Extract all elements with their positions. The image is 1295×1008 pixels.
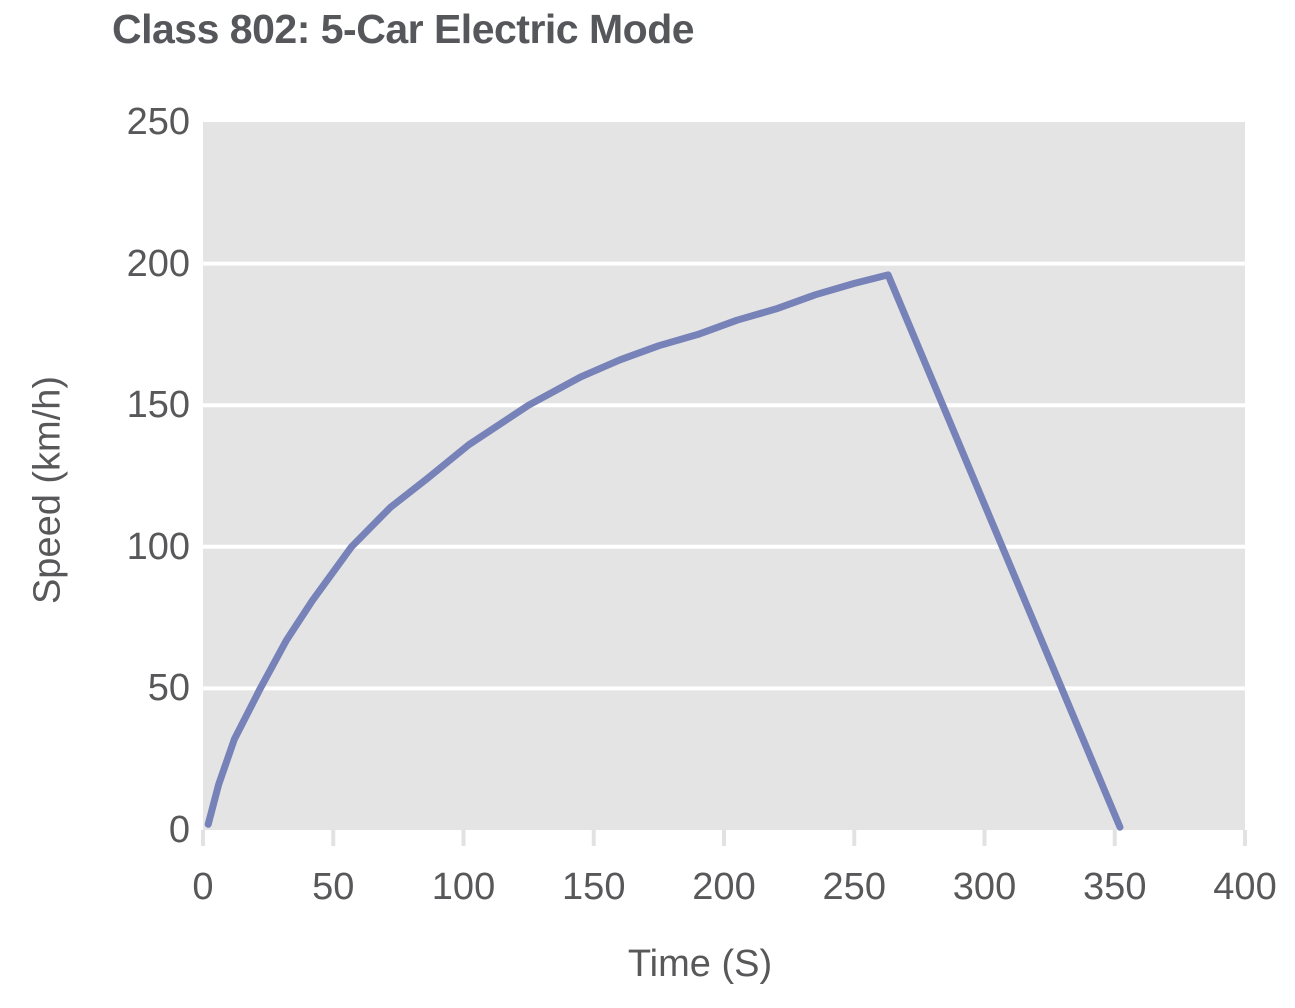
x-tick-label: 200: [692, 866, 756, 908]
y-tick-label: 150: [126, 384, 190, 427]
chart-title: Class 802: 5-Car Electric Mode: [112, 6, 695, 52]
x-tick-label: 300: [952, 866, 1017, 908]
y-tick-label: 100: [126, 525, 190, 568]
y-axis-label: Speed (km/h): [26, 375, 69, 605]
plot-panel: [203, 122, 1245, 830]
x-tick-label: 100: [431, 866, 496, 908]
x-tick-label: 0: [192, 866, 214, 908]
y-tick-label: 50: [147, 667, 190, 710]
y-tick-label: 250: [126, 101, 190, 143]
series-line-speed: [204, 271, 1124, 831]
x-tick-label: 250: [822, 866, 886, 908]
x-tick-label: 50: [312, 866, 355, 908]
x-tick-label: 150: [562, 866, 626, 908]
x-tick-label: 350: [1083, 866, 1147, 908]
x-tick-label: 400: [1213, 866, 1277, 908]
y-tick-label: 200: [126, 242, 190, 285]
y-tick-label: 0: [168, 809, 190, 851]
x-axis-label: Time (S): [627, 943, 773, 985]
